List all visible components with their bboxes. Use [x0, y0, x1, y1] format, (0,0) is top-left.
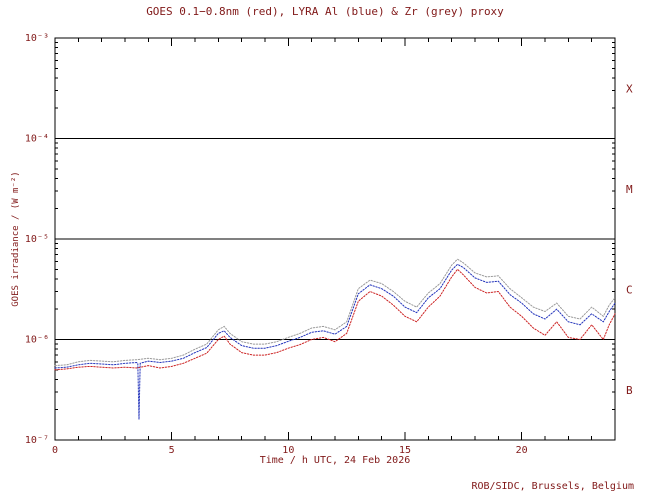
- y-tick-label: 10⁻⁵: [25, 234, 49, 245]
- y-tick-label: 10⁻⁷: [25, 435, 49, 446]
- flare-class-label: C: [626, 283, 633, 296]
- flare-class-label: B: [626, 384, 633, 397]
- x-tick-label: 10: [282, 445, 294, 456]
- flare-class-label: X: [626, 82, 633, 95]
- x-axis-label: Time / h UTC, 24 Feb 2026: [259, 455, 411, 466]
- y-tick-label: 10⁻³: [25, 33, 49, 44]
- y-tick-label: 10⁻⁶: [25, 335, 49, 346]
- y-tick-label: 10⁻⁴: [25, 134, 49, 145]
- credit-text: ROB/SIDC, Brussels, Belgium: [471, 481, 634, 492]
- x-tick-label: 15: [399, 445, 411, 456]
- x-tick-label: 5: [169, 445, 175, 456]
- chart-title: GOES 0.1−0.8nm (red), LYRA Al (blue) & Z…: [146, 5, 504, 18]
- series-lyra-zr-proxy: [54, 258, 616, 367]
- series-goes-0-1-0-8nm: [54, 268, 616, 371]
- x-tick-label: 0: [52, 445, 58, 456]
- series-lyra-al-proxy: [54, 263, 616, 420]
- x-tick-label: 20: [516, 445, 528, 456]
- flare-class-label: M: [626, 183, 633, 196]
